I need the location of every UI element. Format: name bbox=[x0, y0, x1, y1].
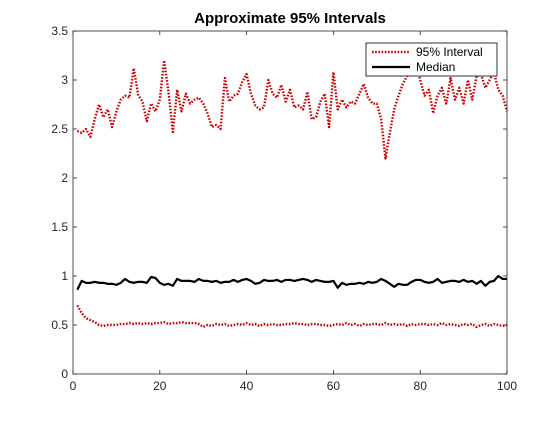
x-tick-label: 0 bbox=[70, 379, 77, 393]
y-tick-label: 2 bbox=[61, 171, 68, 185]
legend: 95% Interval Median bbox=[365, 42, 498, 77]
y-tick-label: 3.5 bbox=[51, 24, 68, 38]
series-line-upper bbox=[76, 59, 509, 160]
y-tick-label: 1 bbox=[61, 269, 68, 283]
y-tick-label: 0.5 bbox=[51, 318, 68, 332]
axes-layer: 0 20 40 60 80 100 0 0.5 1 1.5 2 2.5 3 3.5 bbox=[51, 24, 517, 393]
x-tick-label: 100 bbox=[497, 379, 517, 393]
y-tick-label: 3 bbox=[61, 73, 68, 87]
series-layer bbox=[76, 59, 509, 329]
series-line-median bbox=[76, 274, 507, 291]
legend-box bbox=[365, 42, 498, 77]
x-tick-label: 60 bbox=[327, 379, 341, 393]
chart-title: Approximate 95% Intervals bbox=[194, 10, 386, 27]
plot-area bbox=[73, 31, 507, 374]
y-tick-label: 2.5 bbox=[51, 122, 68, 136]
series-line-lower bbox=[76, 304, 508, 329]
axes-box bbox=[72, 30, 508, 375]
x-tick-label: 40 bbox=[240, 379, 254, 393]
y-tick-label: 1.5 bbox=[51, 220, 68, 234]
legend-label-median: Median bbox=[416, 60, 455, 74]
legend-label-interval: 95% Interval bbox=[416, 45, 483, 59]
x-tick-label: 20 bbox=[153, 379, 167, 393]
x-tick-label: 80 bbox=[414, 379, 428, 393]
y-tick-label: 0 bbox=[61, 367, 68, 381]
